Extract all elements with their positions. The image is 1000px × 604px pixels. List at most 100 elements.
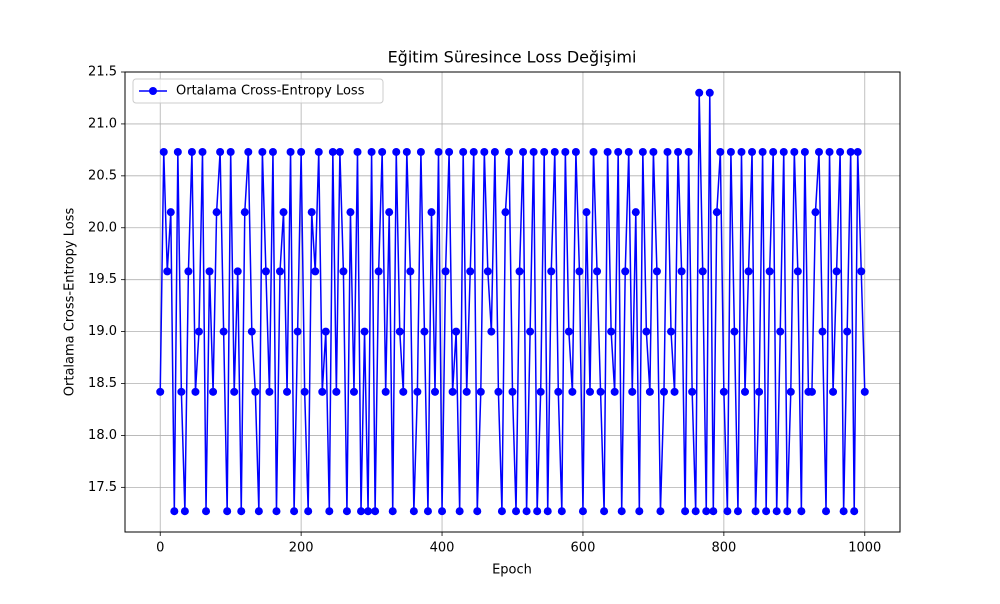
point: [596, 387, 605, 396]
point: [779, 147, 788, 156]
point: [226, 147, 235, 156]
point: [586, 387, 594, 396]
point: [374, 267, 383, 276]
point: [515, 267, 524, 276]
y-tick-label: 20.5: [88, 168, 117, 183]
point: [593, 267, 602, 276]
point: [360, 327, 369, 336]
point: [741, 387, 749, 396]
point: [652, 267, 661, 276]
point: [159, 147, 168, 156]
point: [455, 507, 464, 516]
point: [480, 147, 489, 156]
point: [300, 387, 309, 396]
point: [279, 208, 288, 217]
point: [353, 147, 362, 156]
point: [177, 387, 186, 396]
point: [772, 507, 781, 516]
point: [205, 267, 214, 276]
point: [684, 147, 693, 156]
point: [501, 208, 510, 217]
y-tick-label: 20.0: [88, 220, 117, 235]
point: [705, 88, 714, 97]
point: [709, 507, 718, 516]
point: [483, 267, 492, 276]
point: [441, 267, 450, 276]
point: [490, 147, 499, 156]
legend: Ortalama Cross-Entropy Loss: [132, 78, 384, 104]
point: [462, 387, 471, 396]
point: [561, 147, 570, 156]
point: [589, 147, 598, 156]
point: [807, 387, 816, 396]
point: [452, 327, 461, 336]
legend-label: Ortalama Cross-Entropy Loss: [176, 84, 365, 99]
point: [568, 387, 577, 396]
point: [543, 507, 552, 516]
chart-title: Eğitim Süresince Loss Değişimi: [388, 48, 637, 67]
point: [783, 507, 792, 516]
y-axis-label: Ortalama Cross-Entropy Loss: [63, 208, 78, 397]
point: [621, 267, 630, 276]
point: [769, 147, 778, 156]
point: [459, 147, 468, 156]
point: [832, 267, 841, 276]
point: [860, 387, 869, 396]
point: [321, 327, 330, 336]
y-tick-label: 18.0: [88, 428, 117, 443]
point: [166, 208, 175, 217]
x-tick-label: 0: [156, 541, 164, 556]
point: [748, 147, 757, 156]
point: [209, 387, 218, 396]
point: [536, 387, 545, 396]
point: [381, 387, 390, 396]
point: [762, 507, 771, 516]
point: [335, 147, 344, 156]
point: [233, 267, 242, 276]
point: [526, 327, 535, 336]
point: [744, 267, 753, 276]
point: [610, 387, 619, 396]
point: [857, 267, 866, 276]
point: [364, 507, 373, 516]
point: [600, 507, 609, 516]
point: [402, 147, 411, 156]
point: [286, 147, 295, 156]
point: [656, 507, 665, 516]
point: [737, 147, 746, 156]
point: [846, 147, 855, 156]
point: [519, 147, 528, 156]
point: [814, 147, 823, 156]
y-tick-label: 19.0: [88, 324, 117, 339]
point: [156, 387, 165, 396]
point: [850, 507, 859, 516]
x-axis-label: Epoch: [492, 563, 532, 578]
point: [173, 147, 182, 156]
point: [695, 88, 704, 97]
y-tick-label: 18.5: [88, 376, 117, 391]
point: [180, 507, 189, 516]
point: [547, 267, 556, 276]
point: [219, 327, 228, 336]
point: [438, 507, 447, 516]
point: [445, 147, 454, 156]
point: [688, 387, 697, 396]
point: [839, 507, 848, 516]
point: [793, 267, 802, 276]
point: [554, 387, 563, 396]
point: [342, 507, 351, 516]
point: [504, 147, 513, 156]
point: [346, 208, 355, 217]
point: [307, 208, 316, 217]
point: [755, 387, 764, 396]
point: [293, 327, 302, 336]
point: [170, 507, 179, 516]
point: [508, 387, 517, 396]
y-tick-label: 21.0: [88, 116, 117, 131]
point: [564, 327, 573, 336]
point: [297, 147, 306, 156]
point: [765, 267, 774, 276]
point: [311, 267, 320, 276]
point: [476, 387, 485, 396]
